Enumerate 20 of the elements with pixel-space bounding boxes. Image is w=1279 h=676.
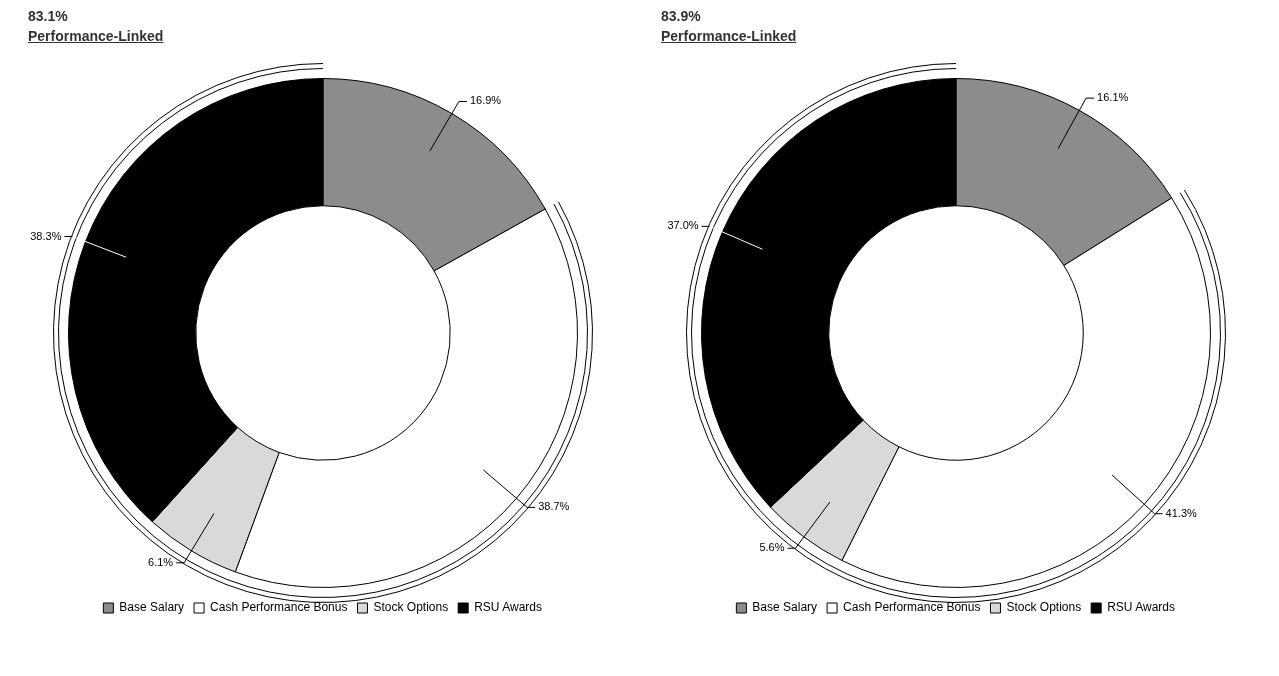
legend-label: Base Salary	[119, 600, 185, 615]
legend-label: RSU Awards	[474, 600, 542, 615]
legend-label: Cash Performance Bonus	[843, 600, 981, 615]
data-label: 38.3%	[30, 229, 62, 242]
data-label: 16.1%	[1097, 91, 1129, 104]
chart-subtitle: Performance-Linked	[661, 28, 798, 44]
data-label: 6.1%	[148, 555, 174, 568]
data-label: 38.7%	[538, 500, 570, 513]
chart-title: 83.9%	[661, 8, 702, 24]
data-label: 5.6%	[759, 541, 785, 554]
chart-subtitle: Performance-Linked	[28, 28, 165, 44]
legend-label: Stock Options	[1006, 600, 1082, 615]
data-label: 37.0%	[667, 219, 699, 232]
legend-label: RSU Awards	[1107, 600, 1175, 615]
chart-title: 83.1%	[28, 8, 69, 24]
data-label: 16.9%	[469, 94, 502, 107]
data-label: 41.3%	[1165, 506, 1197, 519]
legend-label: Cash Performance Bonus	[210, 600, 348, 615]
legend-label: Stock Options	[373, 600, 449, 615]
legend-label: Base Salary	[752, 600, 818, 615]
